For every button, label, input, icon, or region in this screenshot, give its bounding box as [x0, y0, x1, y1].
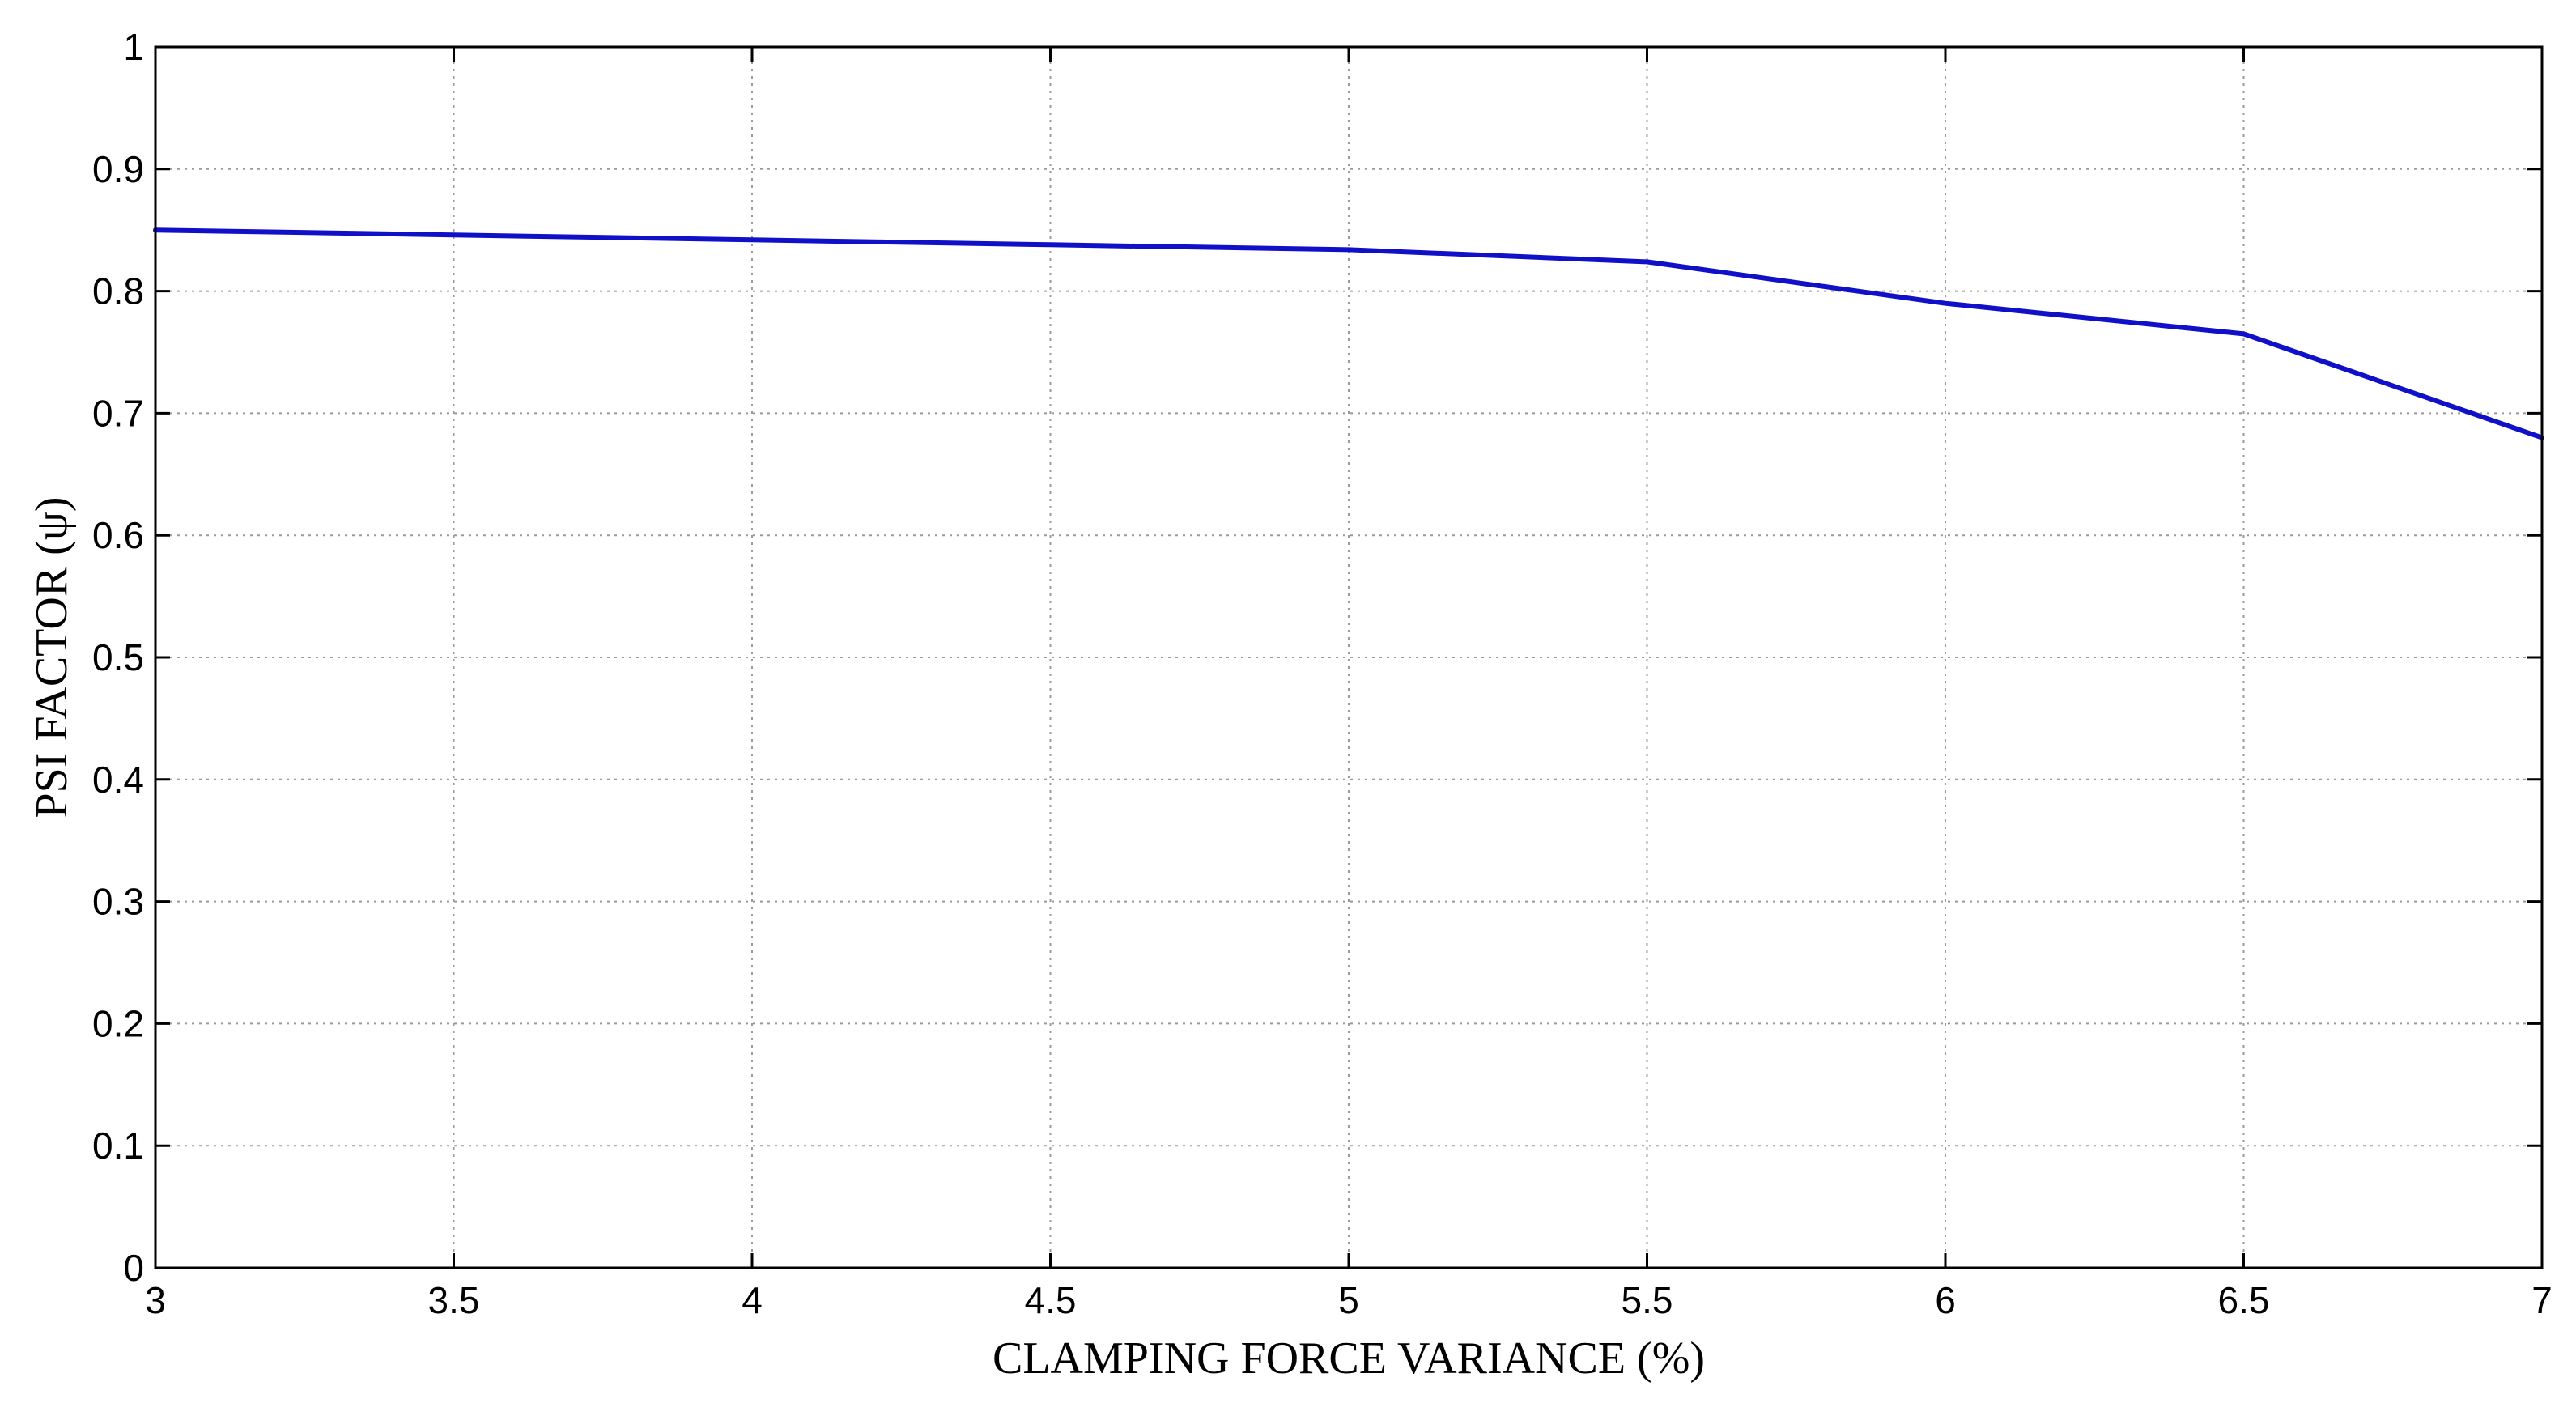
y-axis-title: PSI FACTOR (ψ): [27, 496, 77, 818]
y-tick-label: 0.1: [92, 1125, 144, 1167]
y-tick-label: 0.4: [92, 759, 144, 801]
y-tick-label: 0.6: [92, 514, 144, 556]
series-line: [153, 227, 2544, 440]
y-tick-label: 0.2: [92, 1002, 144, 1044]
y-tick-label: 0.8: [92, 270, 144, 312]
x-tick-label: 4: [742, 1279, 763, 1321]
x-tick-label: 6: [1935, 1279, 1956, 1321]
x-tick-labels: 3 3.5 4 4.5 5 5.5 6 6.5 7: [145, 1279, 2553, 1321]
grid: [155, 47, 2542, 1268]
y-tick-label: 0.5: [92, 636, 144, 678]
x-tick-label: 5.5: [1622, 1279, 1673, 1321]
y-tick-label: 0.3: [92, 881, 144, 923]
x-tick-label: 6.5: [2218, 1279, 2270, 1321]
x-tick-label: 7: [2531, 1279, 2553, 1321]
x-tick-label: 3: [145, 1279, 166, 1321]
x-axis-title: CLAMPING FORCE VARIANCE (%): [993, 1333, 1705, 1384]
y-tick-label: 0: [123, 1247, 144, 1289]
y-tick-label: 0.7: [92, 392, 144, 434]
ticks: [154, 45, 2544, 1269]
x-tick-label: 5: [1338, 1279, 1359, 1321]
x-tick-label: 3.5: [428, 1279, 480, 1321]
y-tick-label: 0.9: [92, 148, 144, 190]
x-tick-label: 4.5: [1025, 1279, 1077, 1321]
series-layer: [153, 227, 2544, 440]
y-tick-labels: 0 0.1 0.2 0.3 0.4 0.5 0.6 0.7 0.8 0.9 1: [92, 26, 144, 1289]
y-tick-label: 1: [123, 26, 144, 68]
